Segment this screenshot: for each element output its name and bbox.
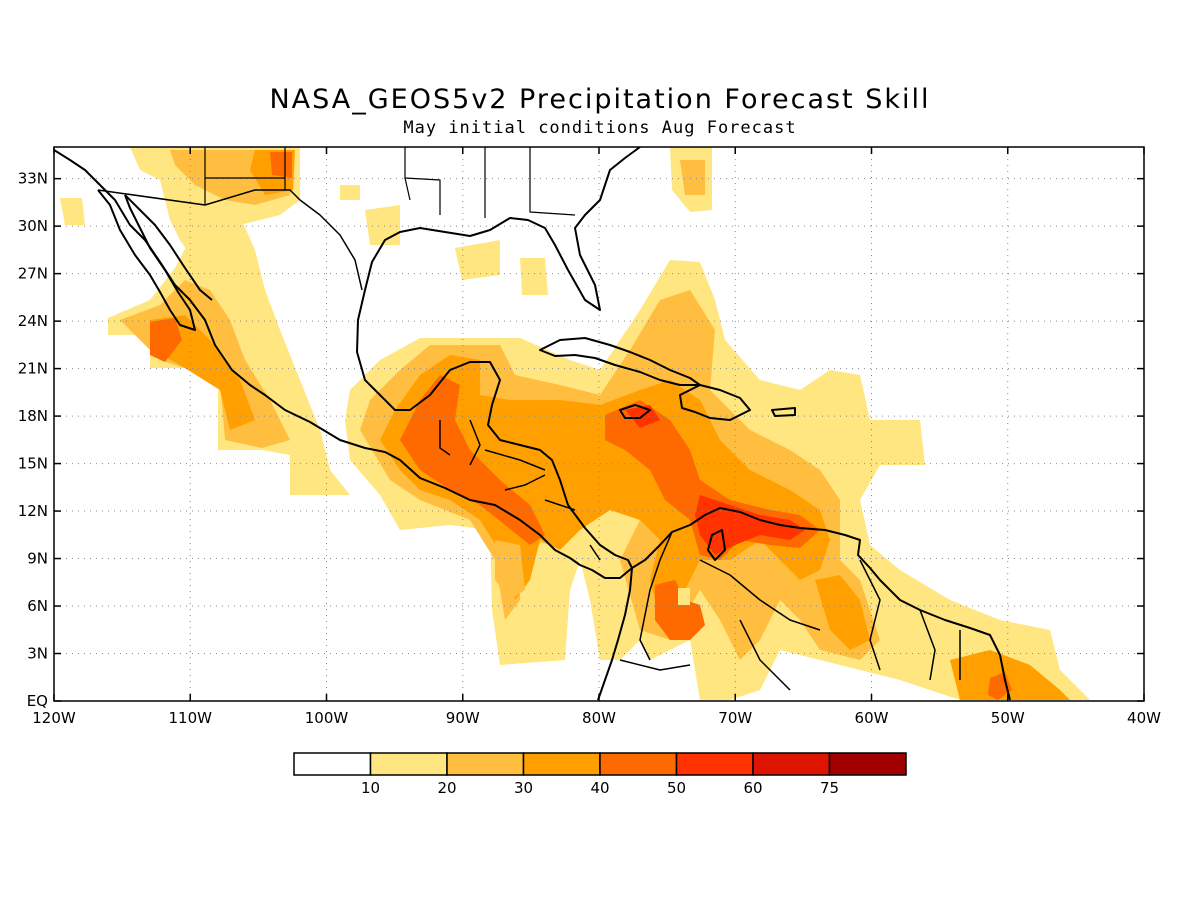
us-mexico-border (97, 189, 363, 291)
sonora-coastline (124, 194, 213, 301)
colorbar-label: 50 (667, 779, 686, 797)
central-america-borders (439, 419, 601, 561)
colorbar-swatch (522, 752, 601, 776)
hispaniola-coastline (679, 384, 751, 421)
latitude-labels: 33N 30N 27N 24N 21N 18N 15N 12N 9N 6N 3N EQ (18, 170, 1144, 710)
us-state-borders (204, 147, 576, 218)
puerto-rico-coastline (771, 407, 796, 417)
jamaica-coastline (619, 404, 651, 419)
lon-label: 50W (991, 709, 1025, 727)
colombia-skill (678, 588, 690, 605)
colorbar-label: 75 (820, 779, 839, 797)
colorbar-swatch (369, 752, 448, 776)
lon-label: 40W (1127, 709, 1161, 727)
pacific-mexico-skill (150, 318, 182, 362)
colorbar: 10 20 30 40 50 60 75 (293, 752, 907, 797)
colorbar-label: 60 (743, 779, 762, 797)
lat-label: 27N (18, 265, 48, 283)
colorbar-swatch (293, 752, 372, 776)
skill-shading (60, 147, 1090, 700)
lon-label: 100W (305, 709, 349, 727)
lat-label: 3N (27, 645, 48, 663)
lat-label: 6N (27, 597, 48, 615)
lat-label: 18N (18, 407, 48, 425)
lon-label: 70W (718, 709, 752, 727)
colombia-skill (655, 580, 705, 640)
lon-label: 90W (446, 709, 480, 727)
guiana-skill (950, 650, 1070, 700)
gulf-skill (365, 205, 400, 245)
baja-coastline (97, 189, 196, 331)
guiana-skill (988, 672, 1012, 700)
lon-label: 110W (169, 709, 213, 727)
pacific-skill (495, 540, 525, 600)
colorbar-label: 20 (437, 779, 456, 797)
colorbar-swatch (446, 752, 525, 776)
lat-label: 24N (18, 312, 48, 330)
baja-skill (60, 198, 85, 225)
lat-label: EQ (27, 692, 48, 710)
gulf-skill (340, 185, 360, 200)
north-mexico-skill (270, 152, 292, 178)
lat-label: 15N (18, 455, 48, 473)
lon-label: 120W (32, 709, 76, 727)
graticule (54, 147, 1144, 701)
south-america-coastline (631, 507, 1011, 701)
lat-label: 33N (18, 170, 48, 188)
north-america-coastline (54, 147, 641, 579)
colorbar-label: 40 (590, 779, 609, 797)
lat-label: 9N (27, 550, 48, 568)
lon-label: 80W (582, 709, 616, 727)
lake-maracaibo-coastline (707, 529, 726, 561)
lon-label: 60W (855, 709, 889, 727)
longitude-labels: 120W 110W 100W 90W 80W 70W 60W 50W 40W (32, 147, 1161, 727)
lat-label: 21N (18, 360, 48, 378)
venezuela-skill (815, 575, 870, 650)
map-subtitle: May initial conditions Aug Forecast (403, 118, 797, 138)
map-title: NASA_GEOS5v2 Precipitation Forecast Skil… (269, 84, 931, 115)
ecuador-coastline (597, 567, 633, 701)
gulf-skill (520, 258, 548, 295)
coastlines (54, 147, 1011, 701)
south-america-borders (619, 531, 961, 691)
colorbar-label: 10 (361, 779, 380, 797)
colorbar-swatch (828, 752, 907, 776)
colorbar-label: 30 (514, 779, 533, 797)
atlantic-skill (680, 160, 705, 195)
lat-label: 12N (18, 502, 48, 520)
gulf-skill (455, 240, 500, 280)
colorbar-swatch (599, 752, 678, 776)
colorbar-swatch (752, 752, 831, 776)
lat-label: 30N (18, 217, 48, 235)
colorbar-swatch (675, 752, 754, 776)
